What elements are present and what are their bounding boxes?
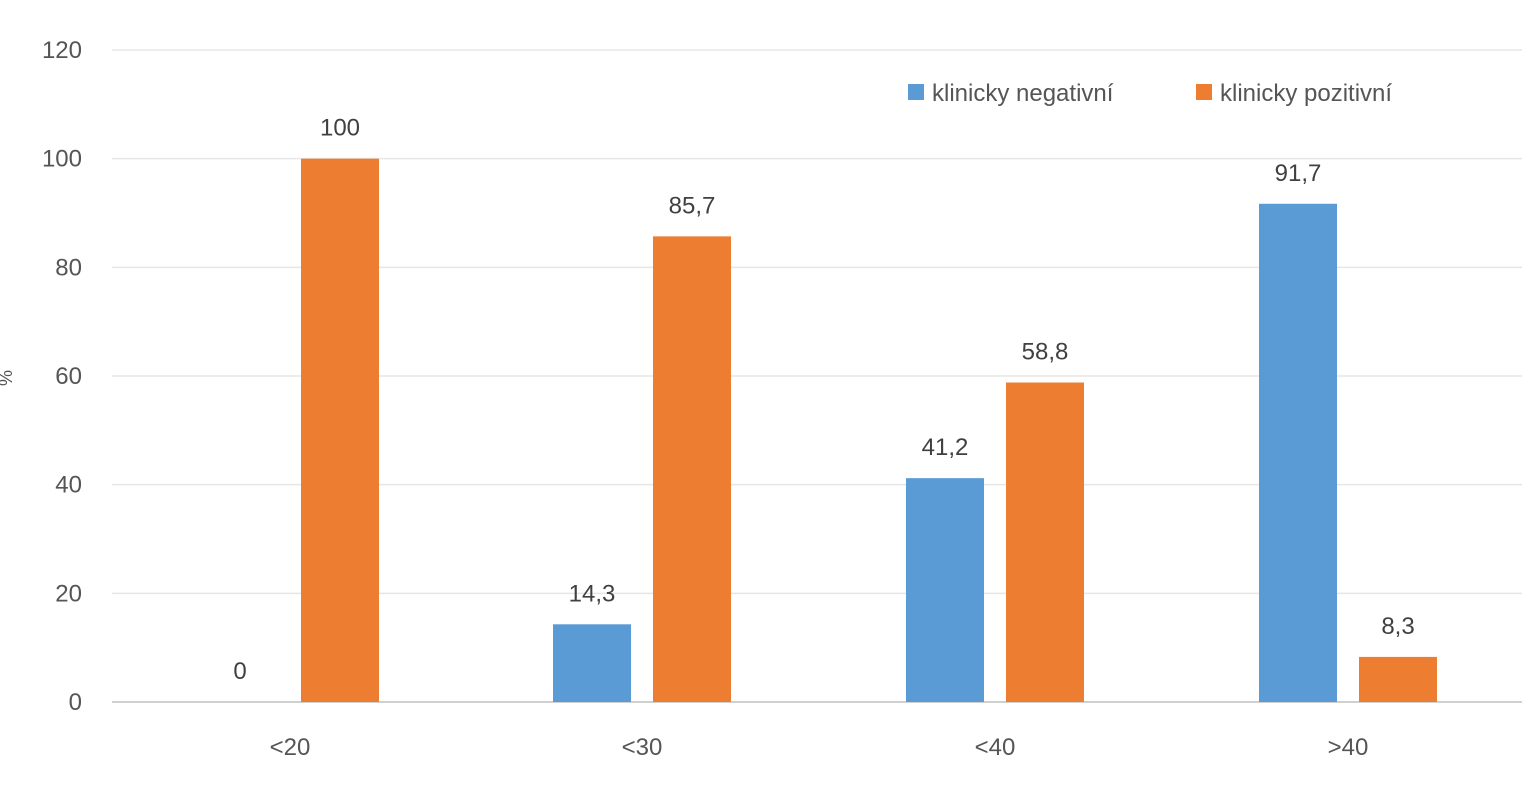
y-tick-label: 80: [55, 254, 82, 281]
bar-positive: [1359, 656, 1437, 702]
bar-negative: [906, 478, 984, 702]
x-tick-label: >40: [1328, 734, 1369, 761]
x-tick-label: <20: [270, 734, 311, 761]
bar-positive: [653, 236, 731, 702]
data-label: 0: [233, 658, 246, 685]
bar-positive: [1006, 382, 1084, 702]
data-label: 41,2: [922, 434, 969, 461]
data-label: 8,3: [1381, 613, 1414, 640]
data-label: 100: [320, 115, 360, 142]
y-tick-label: 100: [42, 146, 82, 173]
y-tick-label: 60: [55, 363, 82, 390]
legend-swatch: [908, 84, 924, 100]
bars: [301, 158, 1437, 702]
x-tick-label: <40: [975, 734, 1016, 761]
legend: klinicky negativní klinicky pozitivní: [908, 80, 1392, 107]
y-tick-label: 40: [55, 472, 82, 499]
data-labels: 0 14,3 41,2 91,7 100 85,7 58,8 8,3: [233, 115, 1414, 685]
x-tick-label: <30: [622, 734, 663, 761]
bar-positive: [301, 158, 379, 702]
legend-label: klinicky pozitivní: [1220, 80, 1392, 107]
data-label: 91,7: [1275, 160, 1322, 187]
data-label: 14,3: [569, 580, 616, 607]
legend-swatch: [1196, 84, 1212, 100]
y-tick-label: 120: [42, 37, 82, 64]
y-axis: % 0 20 40 60 80 100 120: [0, 37, 82, 716]
y-tick-label: 20: [55, 580, 82, 607]
y-axis-label: %: [0, 370, 16, 386]
legend-label: klinicky negativní: [932, 80, 1114, 107]
data-label: 85,7: [669, 192, 716, 219]
bar-negative: [553, 624, 631, 702]
y-tick-label: 0: [69, 689, 82, 716]
bar-negative: [1259, 203, 1337, 702]
data-label: 58,8: [1022, 339, 1069, 366]
x-axis: <20 <30 <40 >40: [270, 734, 1369, 761]
